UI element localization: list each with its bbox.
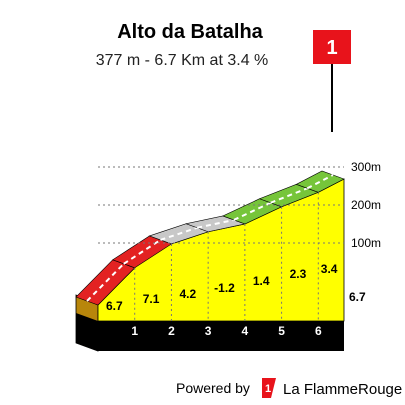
road-centerline-7 [306,174,334,190]
road-centerline-5 [233,201,272,221]
y-tick-label-100: 100m [351,236,381,250]
y-tick-label-300: 300m [351,160,381,174]
gradient-label-7: 3.4 [321,262,338,276]
km-label-4: 4 [242,324,249,338]
flag-number: 1 [326,37,337,59]
distance-end-label: 6.7 [349,290,366,304]
brand-name: La FlammeRouge [283,381,402,398]
brand-logo-number: 1 [265,383,271,395]
road-centerline-3 [160,226,198,241]
km-label-5: 5 [278,324,285,338]
gradient-label-3: 4.2 [179,287,196,301]
km-label-3: 3 [205,324,212,338]
profile-layer [75,166,345,352]
gradient-label-6: 2.3 [290,267,307,281]
gradient-label-5: 1.4 [253,274,270,288]
footer: Powered by 1 La FlammeRouge [176,378,402,398]
summit-flag: 1 [313,30,351,132]
gradient-label-2: 7.1 [143,292,160,306]
km-label-2: 2 [168,324,175,338]
powered-by-text: Powered by [176,380,250,396]
road-centerline-4 [196,218,235,229]
km-label-6: 6 [315,324,322,338]
road-centerline-2 [123,239,161,265]
label-layer: 300m 200m 100m 6.7 7.1 4.2 -1.2 1.4 2.3 3.4 1 2 3 4 5 6… [106,160,381,338]
profile-base-side [76,313,98,351]
road-centerline-6 [270,187,308,204]
profile-base [98,321,344,351]
km-label-1: 1 [131,324,138,338]
brand-logo-icon: 1 [262,378,276,398]
gradient-label-1: 6.7 [106,299,123,313]
flag-banner [313,30,351,64]
chart-title: Alto da Batalha [117,21,263,43]
y-tick-label-200: 200m [351,198,381,212]
gradient-label-4: -1.2 [214,281,235,295]
chart-subtitle: 377 m - 6.7 Km at 3.4 % [96,52,269,69]
